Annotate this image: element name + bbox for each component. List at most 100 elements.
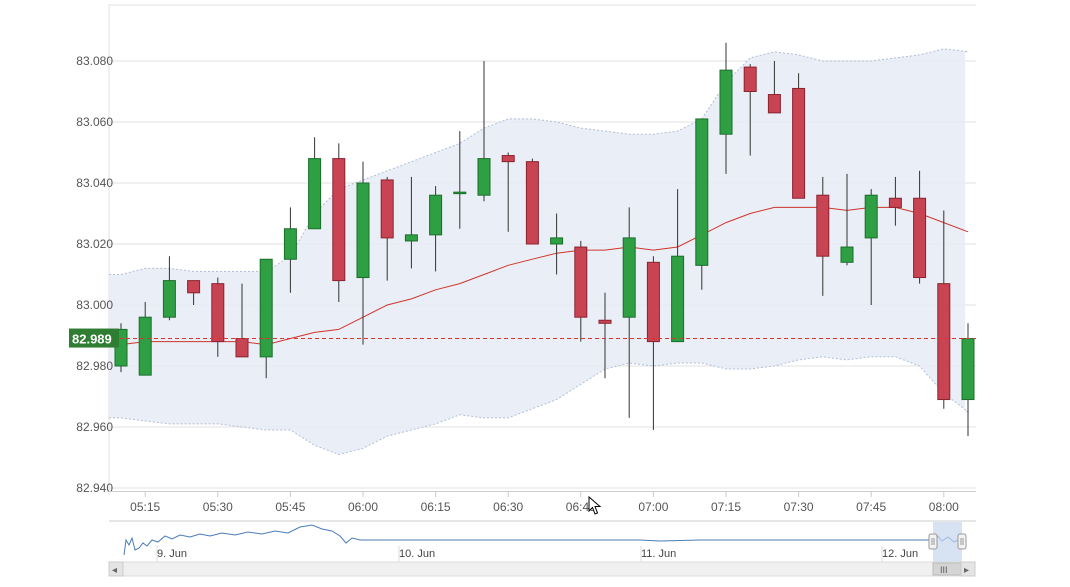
candle-body bbox=[767, 94, 781, 114]
candle-body bbox=[380, 179, 394, 239]
candle bbox=[598, 292, 612, 379]
scroll-thumb-grip: III bbox=[940, 565, 948, 575]
candle bbox=[332, 143, 346, 302]
candle bbox=[792, 73, 806, 199]
candle-body bbox=[211, 283, 225, 343]
candle-body bbox=[961, 338, 975, 401]
chevron-right-icon[interactable]: ▸ bbox=[964, 565, 969, 576]
navigator-date-ticks bbox=[156, 546, 883, 562]
scroll-left-button[interactable] bbox=[108, 561, 124, 577]
bollinger-upper-line bbox=[109, 48, 969, 275]
scrollbar[interactable]: ◂ III ▸ bbox=[108, 561, 976, 577]
y-tick-label: 83.080 bbox=[76, 54, 113, 68]
candle-body bbox=[695, 118, 709, 266]
x-tick-label: 07:45 bbox=[856, 500, 886, 514]
y-tick-label: 83.020 bbox=[76, 237, 113, 251]
candle bbox=[816, 176, 830, 296]
last-price-label: 82.989 bbox=[72, 332, 112, 347]
candle bbox=[646, 256, 660, 431]
candle-body bbox=[259, 258, 273, 358]
candle bbox=[235, 283, 249, 358]
x-tick-label: 05:45 bbox=[275, 500, 305, 514]
navigator-left-handle[interactable] bbox=[928, 533, 938, 550]
candle bbox=[187, 280, 201, 305]
x-tick-label: 06:00 bbox=[348, 500, 378, 514]
candle-body bbox=[913, 197, 927, 279]
candle bbox=[162, 256, 176, 321]
candle bbox=[888, 176, 902, 226]
x-tick-label: 07:00 bbox=[638, 500, 668, 514]
y-axis: 83.080 83.060 83.040 83.020 83.000 82.980 82.9… bbox=[76, 54, 113, 495]
x-tick-label: 05:30 bbox=[203, 500, 233, 514]
candle bbox=[743, 64, 757, 156]
candle bbox=[308, 137, 322, 230]
navigator-date-label: 9. Jun bbox=[157, 548, 187, 560]
candle bbox=[380, 176, 394, 281]
candle bbox=[574, 240, 588, 342]
candle-body bbox=[235, 338, 249, 358]
x-axis: 05:15 05:30 05:45 06:00 06:15 06:30 06:45 07:00… bbox=[109, 491, 976, 514]
candle-body bbox=[356, 182, 370, 279]
candle bbox=[864, 189, 878, 305]
x-tick-label: 05:15 bbox=[130, 500, 160, 514]
y-tick-label: 82.980 bbox=[76, 359, 113, 373]
candle bbox=[550, 213, 564, 275]
candle-body bbox=[646, 261, 660, 343]
navigator-selection[interactable] bbox=[933, 522, 962, 562]
navigator-right-handle[interactable] bbox=[957, 533, 967, 550]
candle bbox=[453, 131, 467, 229]
candles bbox=[114, 42, 975, 437]
candle-body bbox=[404, 234, 418, 242]
candle-body bbox=[888, 197, 902, 208]
candle bbox=[695, 118, 709, 290]
candle bbox=[719, 42, 733, 174]
candle bbox=[501, 152, 515, 232]
candle bbox=[913, 170, 927, 284]
candle bbox=[429, 186, 443, 272]
y-tick-label: 83.000 bbox=[76, 298, 113, 312]
x-tick-label: 07:30 bbox=[784, 500, 814, 514]
navigator-series bbox=[123, 524, 961, 556]
candle bbox=[356, 161, 370, 345]
bollinger-lower-line bbox=[109, 356, 970, 456]
x-tick-label: 07:15 bbox=[711, 500, 741, 514]
navigator-date-label: 12. Jun bbox=[882, 548, 918, 560]
candle bbox=[671, 189, 685, 343]
navigator-date-label: 10. Jun bbox=[399, 548, 435, 560]
mouse-cursor-icon bbox=[588, 496, 602, 515]
candle-body bbox=[501, 155, 515, 163]
candle-body bbox=[550, 237, 564, 245]
bollinger-band-area bbox=[109, 48, 968, 455]
navigator-date-label: 11. Jun bbox=[641, 548, 676, 560]
candle-body bbox=[477, 158, 491, 196]
candle-body bbox=[622, 237, 636, 318]
x-tick-label: 06:30 bbox=[493, 500, 523, 514]
y-tick-label: 83.040 bbox=[76, 176, 113, 190]
chevron-left-icon[interactable]: ◂ bbox=[112, 565, 117, 576]
candle-body bbox=[840, 246, 854, 263]
candle-body bbox=[864, 194, 878, 239]
candle-body bbox=[574, 246, 588, 318]
candle-body bbox=[937, 283, 951, 401]
candle-body bbox=[187, 280, 201, 294]
scroll-right-button[interactable] bbox=[960, 561, 976, 577]
candle-body bbox=[816, 194, 830, 257]
candle bbox=[937, 210, 951, 409]
candle-body bbox=[162, 280, 176, 318]
candle-body bbox=[308, 158, 322, 230]
candle bbox=[767, 61, 781, 114]
candle-body bbox=[792, 87, 806, 199]
candle-body bbox=[598, 319, 612, 324]
candle bbox=[622, 207, 636, 418]
last-price-badge bbox=[69, 328, 119, 348]
candle-body bbox=[138, 316, 152, 376]
candle-body bbox=[743, 66, 757, 92]
candle bbox=[211, 277, 225, 357]
navigator[interactable]: 9. Jun 10. Jun 11. Jun 12. Jun bbox=[109, 520, 976, 562]
candle bbox=[283, 207, 297, 293]
candle bbox=[961, 323, 975, 437]
x-tick-label: 06:15 bbox=[421, 500, 451, 514]
candle-body bbox=[283, 228, 297, 260]
candle bbox=[404, 176, 418, 269]
